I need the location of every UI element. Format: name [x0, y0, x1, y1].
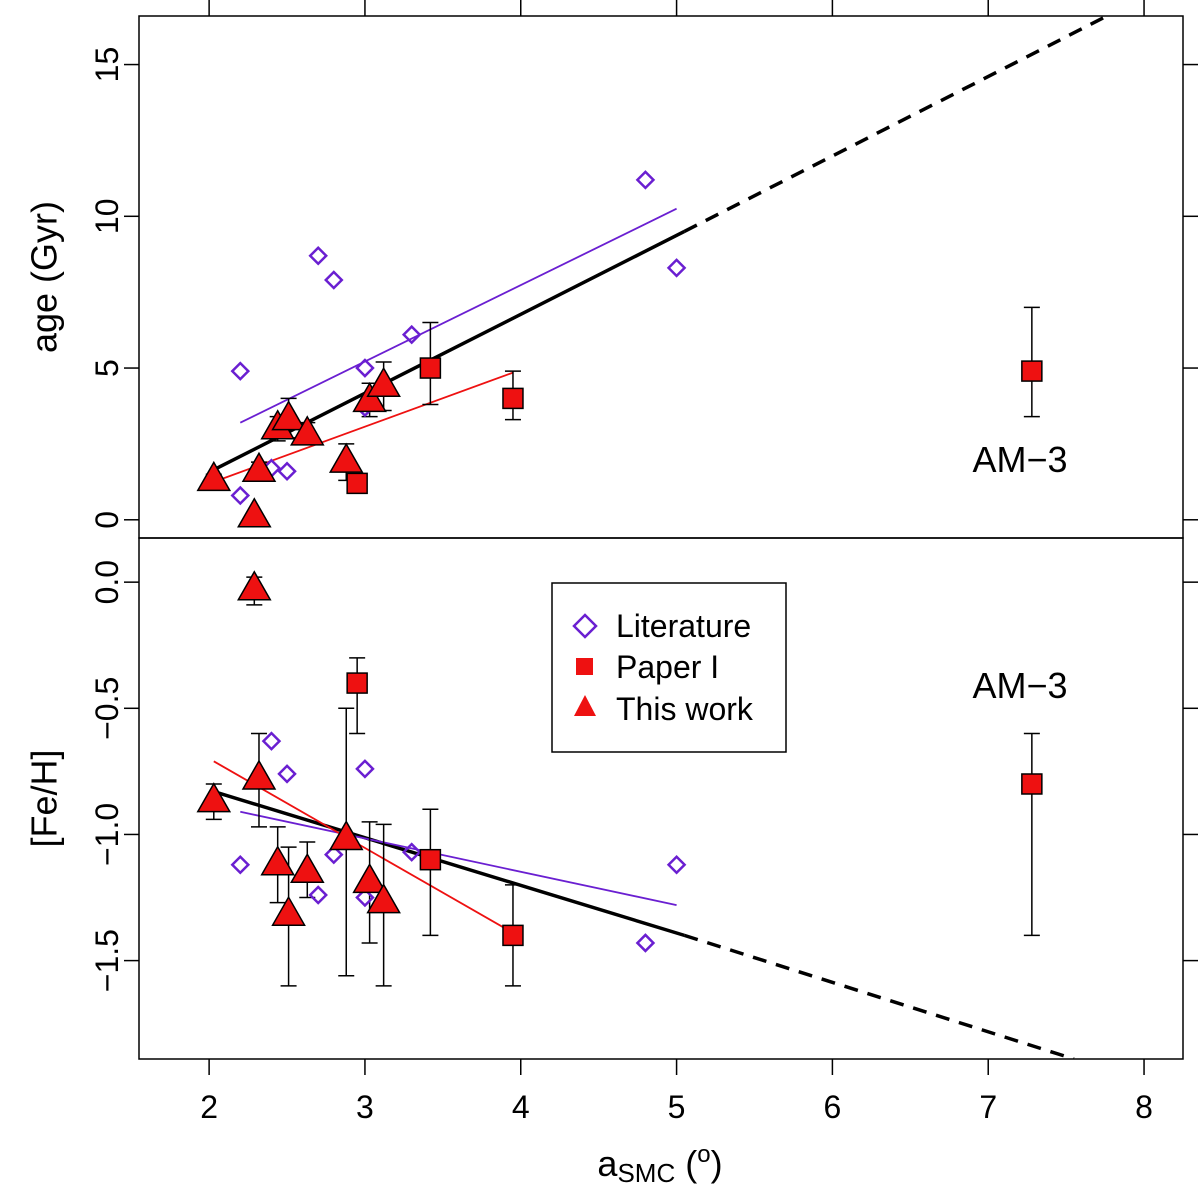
top-point-this-work [366, 366, 401, 398]
top-point-literature [355, 358, 375, 378]
x-tick-label: 3 [356, 1089, 374, 1125]
top-panel: 0 5 10 15 age (Gyr) AM−3 [24, 0, 1198, 539]
top-point-this-work [196, 460, 232, 492]
x-axis-label-unit-open: ( [675, 1143, 697, 1184]
bottom-point-literature [666, 854, 687, 875]
bottom-point-this-work [241, 759, 277, 790]
bottom-point-this-work [366, 883, 401, 914]
top-ytick-label: 10 [89, 199, 125, 235]
x-tick-label: 6 [824, 1089, 842, 1125]
bottom-point-this-work [328, 819, 364, 851]
bottom-point-this-work [271, 895, 306, 926]
top-point-paper-i [346, 472, 368, 495]
bottom-point-literature [355, 759, 375, 779]
bottom-point-literature [355, 887, 375, 908]
bottom-point-literature [308, 885, 328, 905]
top-point-paper-i [502, 387, 524, 410]
top-annotation: AM−3 [972, 439, 1067, 480]
bottom-ytick-label: 0.0 [89, 560, 125, 604]
top-plot-area [196, 16, 1111, 528]
bottom-frame [138, 537, 1184, 1060]
top-point-this-work [271, 400, 306, 431]
x-axis-label-unit-sup: o [697, 1141, 710, 1168]
x-axis-label-main: a [597, 1143, 618, 1184]
top-literature-fit-line [239, 207, 677, 424]
top-point-this-work [289, 415, 325, 446]
top-point-literature [308, 245, 328, 266]
top-point-literature [635, 170, 656, 190]
bottom-ytick-label: −0.5 [89, 677, 125, 740]
bottom-plot-area [196, 570, 1075, 1059]
top-point-literature [666, 258, 687, 278]
bottom-combined-fit-extrapolation-line [683, 933, 1075, 1059]
bottom-point-literature [277, 764, 297, 784]
x-axis-label-unit-close: ) [711, 1143, 723, 1184]
bottom-point-this-work [260, 845, 295, 876]
bottom-literature-fit-line [240, 810, 677, 906]
bottom-point-literature [261, 731, 282, 751]
legend-label-literature: Literature [616, 608, 751, 644]
bottom-ytick-label: −1.0 [89, 803, 125, 866]
bottom-point-paper-i [346, 672, 368, 694]
top-point-this-work [328, 442, 364, 473]
top-ytick-label: 15 [89, 47, 125, 83]
bottom-point-literature [635, 933, 656, 953]
top-ytick-label: 5 [89, 359, 125, 377]
bottom-point-paper-i [1021, 773, 1043, 795]
x-tick-label: 7 [979, 1089, 997, 1125]
bottom-point-literature [401, 842, 422, 862]
bottom-point-paper-i [419, 848, 442, 871]
top-point-paper-i [1021, 360, 1043, 382]
bottom-point-literature [324, 844, 344, 865]
bottom-combined-fit-line [213, 789, 685, 938]
legend: Literature Paper I This work [551, 582, 787, 753]
x-tick-label: 4 [512, 1089, 530, 1125]
bottom-annotation: AM−3 [972, 665, 1067, 706]
top-point-literature [401, 324, 422, 345]
legend-label-paper-i: Paper I [616, 649, 719, 685]
bottom-ytick-label: −1.5 [89, 929, 125, 992]
x-axis-label: aSMC (o) [597, 1141, 722, 1186]
top-point-literature [230, 485, 251, 506]
panels-layer: 0 5 10 15 age (Gyr) AM−3 −1.5 −1.0 −0.5 0.0 [Fe/H]… [24, 0, 1198, 1125]
top-point-this-work [352, 381, 387, 413]
top-point-this-work [237, 497, 272, 528]
x-tick-label: 2 [200, 1089, 218, 1125]
legend-label-this-work: This work [616, 691, 754, 727]
legend-marker-this-work [574, 695, 596, 716]
bottom-panel: −1.5 −1.0 −0.5 0.0 [Fe/H] AM−3 [24, 537, 1198, 1060]
bottom-point-this-work [237, 570, 272, 601]
x-tick-label: 8 [1135, 1089, 1153, 1125]
x-axis-label-sub: SMC [617, 1158, 675, 1186]
bottom-point-this-work [196, 782, 232, 813]
top-point-literature [230, 361, 251, 381]
bottom-y-axis-label: [Fe/H] [24, 749, 65, 847]
top-point-literature [324, 270, 344, 290]
top-ytick-label: 0 [89, 511, 125, 529]
legend-marker-paper-i [576, 658, 593, 675]
top-point-this-work [241, 451, 277, 482]
bottom-this-work-fit-line [213, 760, 514, 934]
bottom-point-paper-i [502, 924, 524, 947]
bottom-point-this-work [352, 862, 387, 894]
bottom-point-this-work [289, 852, 325, 884]
top-point-paper-i [419, 357, 442, 379]
top-y-axis-label: age (Gyr) [24, 201, 65, 353]
legend-marker-literature [572, 613, 598, 639]
bottom-point-literature [230, 854, 251, 875]
x-tick-label: 5 [668, 1089, 686, 1125]
top-combined-fit-extrapolation-line [683, 16, 1111, 234]
top-point-literature [277, 461, 297, 482]
